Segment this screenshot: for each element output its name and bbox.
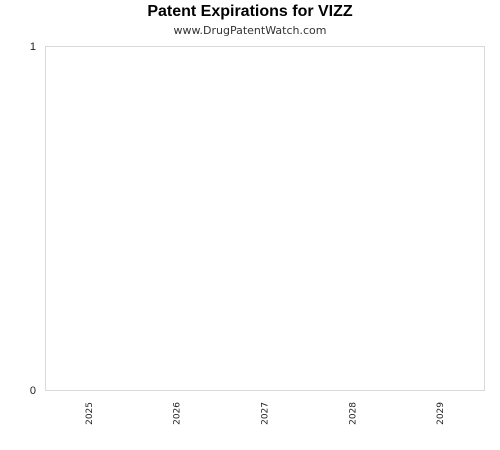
x-tick-label: 2026 — [173, 402, 183, 425]
x-axis-ticks: 2025 2026 2027 2028 2029 — [85, 402, 446, 425]
y-tick-label: 0 — [30, 385, 36, 397]
x-tick-label: 2027 — [261, 402, 271, 425]
y-tick-label: 1 — [30, 41, 36, 53]
x-tick-label: 2029 — [436, 402, 446, 425]
x-tick-label: 2025 — [85, 402, 95, 425]
y-axis-ticks: 01 — [30, 41, 36, 397]
x-tick-label: 2028 — [348, 402, 358, 425]
plot-area — [46, 47, 485, 391]
